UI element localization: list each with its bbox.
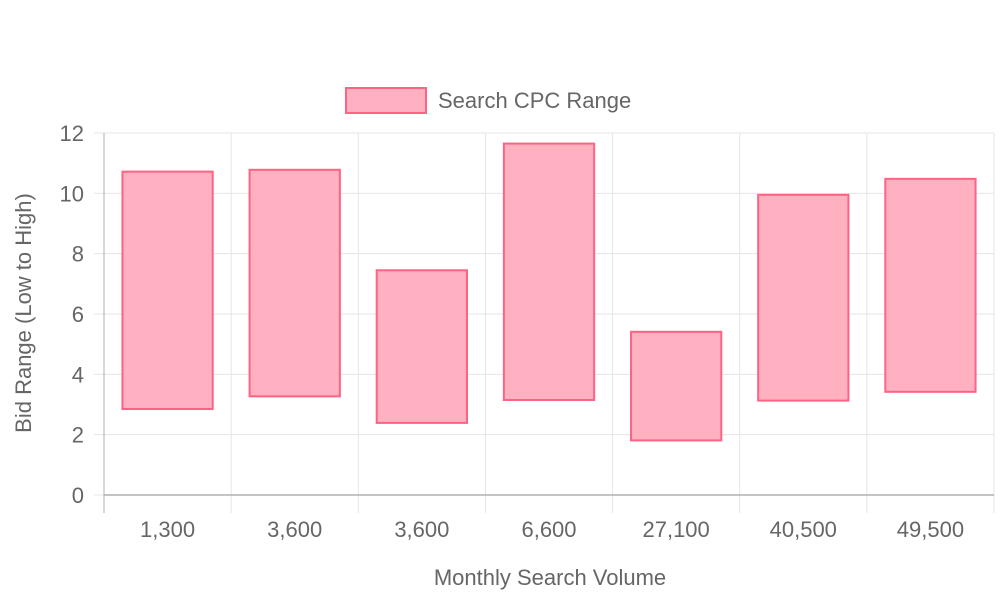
y-axis-title: Bid Range (Low to High) [11, 193, 36, 433]
range-bar[interactable] [248, 168, 341, 398]
y-tick-label: 0 [72, 483, 84, 508]
y-tick-label: 10 [60, 181, 84, 206]
range-bar[interactable] [121, 170, 214, 411]
legend-swatch [345, 87, 427, 114]
x-tick-label: 49,500 [897, 517, 964, 542]
tick-labels: 0 2 4 6 8 10 12 1,300 3,600 3,600 6,600 27,100 40,50… [60, 121, 965, 542]
x-tick-label: 27,100 [642, 517, 709, 542]
range-bar[interactable] [757, 193, 850, 402]
range-bar[interactable] [502, 142, 596, 401]
bars [121, 142, 977, 442]
range-bar[interactable] [884, 177, 977, 393]
axes [94, 132, 994, 513]
y-tick-label: 2 [72, 423, 84, 448]
y-tick-label: 4 [72, 362, 84, 387]
x-tick-label: 3,600 [394, 517, 449, 542]
y-tick-label: 6 [72, 302, 84, 327]
x-tick-label: 40,500 [770, 517, 837, 542]
legend-label-search-cpc-range: Search CPC Range [438, 88, 631, 113]
x-tick-label: 1,300 [140, 517, 195, 542]
range-bar[interactable] [630, 330, 723, 442]
y-tick-label: 8 [72, 242, 84, 267]
x-axis-title: Monthly Search Volume [434, 565, 666, 590]
range-bar[interactable] [375, 269, 468, 424]
x-tick-label: 6,600 [521, 517, 576, 542]
y-tick-label: 12 [60, 121, 84, 146]
x-tick-label: 3,600 [267, 517, 322, 542]
legend[interactable]: Search CPC Range [345, 87, 631, 114]
